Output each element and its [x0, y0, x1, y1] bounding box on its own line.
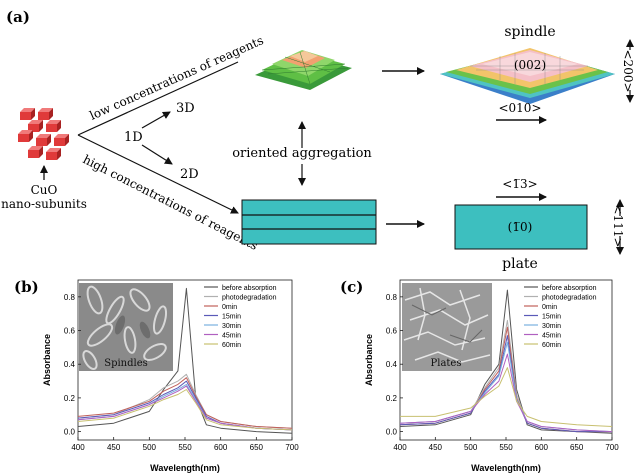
chart-b-ytick-label: 0.2 — [64, 394, 76, 403]
chart-b-xtick-label: 600 — [214, 443, 228, 452]
node-1d: 1D — [124, 130, 143, 145]
chart-b-inset-label: Spindles — [104, 358, 148, 369]
chart-b-ytick-label: 0.6 — [64, 327, 76, 336]
chart-c-legend-label: 60min — [542, 342, 561, 349]
chart-c-ytick-label: 0.0 — [386, 428, 398, 437]
chart-c: Plates 400 450 500 550 600 650 700 0.0 0.2 0.4 0.6… — [364, 279, 619, 473]
chart-b-legend-label: 60min — [222, 342, 241, 349]
panel-a: (a) CuO nano-subunits low concentrations… — [1, 8, 635, 272]
subunit-block — [46, 120, 61, 132]
chart-b-series-line — [77, 380, 293, 431]
chart-c-xtick-label: 600 — [535, 443, 549, 452]
large-spindle — [440, 48, 615, 104]
subunit-block — [28, 120, 43, 132]
single-plate — [454, 204, 588, 250]
chart-b-xtick-label: 650 — [250, 443, 264, 452]
chart-c-legend-label: before absorption — [542, 285, 597, 292]
chart-c-xlabel: Wavelength(nm) — [471, 463, 541, 473]
arrow-to-2d — [141, 144, 173, 165]
chart-b-series-line — [77, 287, 293, 434]
node-3d: 3D — [176, 101, 195, 116]
branch-high-line — [77, 134, 239, 214]
chart-b-series-line — [77, 385, 293, 431]
subunit-block — [38, 108, 53, 120]
chart-b-legend-label: 0min — [222, 304, 237, 311]
chart-c-ytick-label: 0.8 — [386, 293, 398, 302]
chart-b-legend-label: 30min — [222, 323, 241, 330]
chart-c-legend-label: 30min — [542, 323, 561, 330]
spindle-axis-label: <010> — [498, 101, 541, 115]
chart-b-series-line — [77, 377, 293, 429]
panel-a-label: (a) — [6, 8, 30, 26]
node-2d: 2D — [180, 167, 199, 182]
chart-c-ytick-label: 0.4 — [386, 360, 398, 369]
chart-c-series-line — [399, 353, 613, 433]
chart-c-series-line — [399, 335, 612, 433]
panel-c-label: (c) — [340, 278, 363, 296]
chart-b-xtick-label: 400 — [71, 443, 85, 452]
subunits-label-cuo: CuO — [31, 183, 58, 197]
spindle-face-label: (002) — [514, 58, 546, 72]
chart-b-ylabel: Absorbance — [42, 334, 52, 386]
chart-c-legend-label: 15min — [542, 314, 561, 321]
panel-b-label: (b) — [14, 278, 39, 296]
subunit-block — [46, 148, 61, 160]
branch-low-line — [77, 61, 239, 136]
chart-c-ytick-label: 0.2 — [386, 394, 398, 403]
chart-c-xtick-label: 650 — [570, 443, 584, 452]
plate-title: plate — [502, 256, 538, 272]
chart-b: Spindles 400 450 500 550 600 650 700 0.0 0.2 0.4 0… — [42, 279, 299, 473]
stacked-plates — [241, 199, 377, 245]
branch-high-label: high concentrations of reagents — [81, 152, 260, 253]
chart-b-series-line — [77, 389, 293, 431]
chart-c-xtick-label: 700 — [605, 443, 619, 452]
spindle-side-label: <200> — [621, 49, 635, 92]
chart-c-inset: Plates — [402, 283, 492, 371]
chart-b-legend-label: 45min — [222, 333, 241, 340]
chart-c-series-line — [400, 367, 613, 427]
arrow-to-3d — [141, 111, 171, 129]
chart-c-xtick-label: 450 — [429, 443, 443, 452]
chart-c-ylabel: Absorbance — [364, 334, 374, 386]
chart-c-series-line — [399, 289, 613, 434]
chart-c-xtick-label: 400 — [393, 443, 407, 452]
chart-b-xtick-label: 700 — [285, 443, 299, 452]
cuo-subunits-cluster — [18, 108, 69, 160]
chart-b-xlabel: Wavelength(nm) — [150, 463, 220, 473]
spindle-title: spindle — [504, 24, 555, 40]
chart-b-ytick-label: 0.4 — [64, 360, 76, 369]
subunit-block — [20, 108, 35, 120]
subunits-label-nano: nano-subunits — [1, 197, 87, 211]
chart-c-ytick-label: 0.6 — [386, 327, 398, 336]
chart-b-xtick-label: 550 — [178, 443, 192, 452]
chart-c-legend-label: 45min — [542, 333, 561, 340]
subunit-block — [18, 130, 33, 142]
subunit-block — [36, 134, 51, 146]
chart-b-legend-label: before absorption — [222, 285, 277, 292]
plate-face-label: (1̅0) — [508, 220, 533, 234]
chart-c-legend-label: photodegradation — [542, 295, 597, 302]
oriented-aggregation-label: oriented aggregation — [232, 146, 372, 161]
plate-side-label: <111> — [611, 204, 625, 247]
chart-c-xtick-label: 550 — [499, 443, 513, 452]
subunit-block — [54, 134, 69, 146]
chart-b-xtick-label: 500 — [143, 443, 157, 452]
plate-direction-label: <1̅3> — [502, 177, 537, 191]
chart-c-legend-label: 0min — [542, 304, 557, 311]
chart-b-legend-label: photodegradation — [222, 295, 277, 302]
chart-b-legend-label: 15min — [222, 314, 241, 321]
chart-b-xtick-label: 450 — [107, 443, 121, 452]
chart-c-xtick-label: 500 — [464, 443, 478, 452]
chart-b-ytick-label: 0.0 — [64, 428, 76, 437]
chart-b-inset: Spindles — [79, 283, 173, 371]
chart-c-inset-label: Plates — [431, 358, 462, 369]
chart-b-ytick-label: 0.8 — [64, 293, 76, 302]
subunit-block — [28, 146, 43, 158]
small-spindle-aggregate — [255, 50, 352, 90]
